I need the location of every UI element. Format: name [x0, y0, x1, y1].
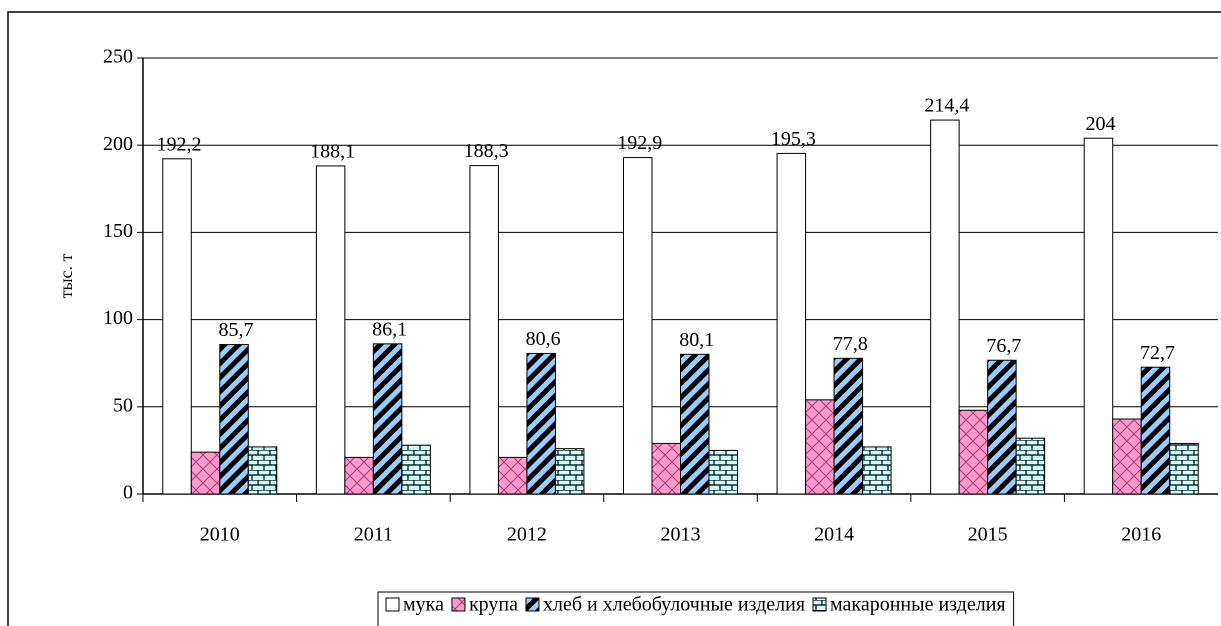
data-label: 80,6 — [526, 328, 561, 350]
bar — [162, 158, 192, 495]
x-tick-label: 2014 — [814, 524, 854, 546]
legend-label: макаронные изделия — [830, 594, 1006, 616]
data-label: 192,2 — [157, 133, 202, 155]
bar — [708, 449, 738, 495]
data-label: 214,4 — [924, 95, 969, 117]
data-label: 204 — [1085, 113, 1115, 135]
data-label: 188,1 — [310, 141, 355, 163]
legend-label: хлеб и хлебобулочные изделия — [543, 594, 805, 616]
x-tick-label: 2016 — [1121, 524, 1161, 546]
data-label: 76,7 — [986, 335, 1021, 357]
bar — [1083, 137, 1114, 495]
bar — [469, 165, 499, 495]
bar — [651, 442, 681, 495]
bar — [958, 409, 989, 495]
data-label: 77,8 — [833, 333, 868, 355]
bar — [247, 446, 278, 495]
y-axis-label: тыс. т — [56, 253, 76, 298]
y-tick-label: 0 — [123, 482, 133, 504]
y-tick-label: 50 — [113, 394, 133, 416]
bar — [1015, 437, 1046, 495]
bar — [1140, 366, 1171, 495]
bar — [833, 357, 864, 495]
data-label: 85,7 — [219, 319, 254, 341]
y-tick-label: 100 — [103, 307, 133, 329]
legend-label: крупа — [469, 594, 518, 616]
bar — [776, 152, 807, 495]
x-tick-label: 2013 — [661, 524, 701, 546]
bar — [315, 165, 346, 495]
legend-swatch — [385, 597, 400, 612]
data-label: 195,3 — [771, 128, 816, 150]
bar — [554, 448, 585, 495]
x-tick-label: 2011 — [354, 524, 393, 546]
y-tick-label: 150 — [103, 220, 133, 242]
bar — [1112, 418, 1142, 495]
bar — [372, 343, 403, 495]
legend-swatch — [451, 597, 466, 612]
legend-box — [377, 591, 1015, 626]
x-tick-label: 2010 — [200, 524, 240, 546]
legend: мука крупа хлеб и хлебобулочные изделия мак… — [377, 591, 1015, 626]
bar — [680, 353, 710, 495]
x-tick-label: 2015 — [968, 524, 1008, 546]
data-label: 192,9 — [617, 132, 662, 154]
bar — [987, 359, 1017, 495]
data-label: 86,1 — [372, 318, 407, 340]
bar — [219, 344, 249, 495]
legend-label: мука — [403, 594, 444, 616]
legend-swatch — [525, 597, 540, 612]
bar — [623, 157, 653, 495]
bar — [344, 456, 374, 495]
data-label: 188,3 — [464, 140, 509, 162]
bar — [930, 119, 960, 495]
bar — [190, 451, 221, 495]
chart-frame — [7, 11, 1221, 626]
bar — [805, 399, 835, 495]
bar — [401, 444, 431, 495]
y-tick-label: 200 — [103, 133, 133, 155]
bar — [497, 456, 528, 495]
data-label: 72,7 — [1140, 342, 1175, 364]
legend-swatch — [812, 597, 827, 612]
y-tick-label: 250 — [103, 46, 133, 68]
data-label: 80,1 — [679, 329, 714, 351]
bar — [862, 446, 892, 495]
bar — [526, 352, 556, 495]
bar — [1169, 442, 1199, 495]
x-tick-label: 2012 — [507, 524, 547, 546]
